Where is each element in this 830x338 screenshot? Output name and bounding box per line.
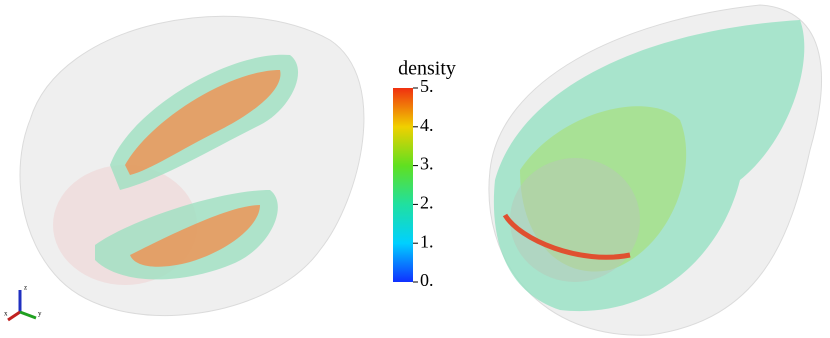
triad-label: z (24, 284, 27, 292)
triad-label: y (38, 310, 42, 318)
tick-label: 0. (420, 270, 434, 290)
triad-label: x (4, 310, 8, 318)
tick-label: 3. (420, 154, 434, 174)
right-render (488, 4, 822, 336)
left-render (19, 15, 365, 316)
colorbar (393, 88, 413, 282)
tick-label: 4. (420, 115, 434, 135)
tick-label: 1. (420, 231, 434, 251)
tick-label: 5. (420, 76, 434, 96)
axes-triad: z x y (4, 284, 42, 322)
tick-label: 2. (420, 193, 434, 213)
colorbar-ticks: 0. 1. 2. 3. 4. 5. (413, 76, 434, 290)
colorbar-title: density (398, 58, 456, 80)
